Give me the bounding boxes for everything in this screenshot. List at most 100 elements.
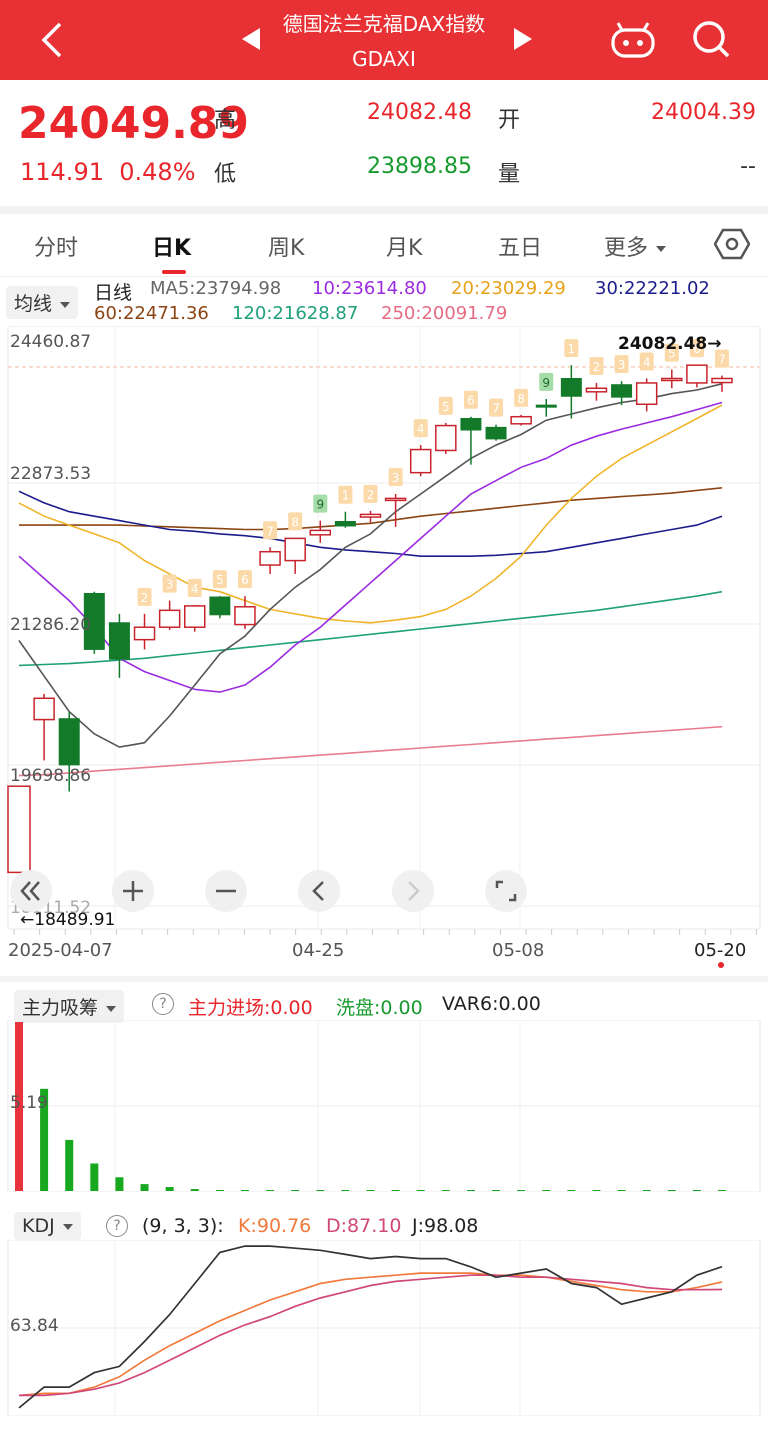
volume-label: 量 [498, 162, 521, 187]
candle-body-up [7, 785, 31, 874]
y-tick-label: 19698.86 [10, 766, 92, 786]
ma10-line [18, 401, 723, 693]
td-sequence-number: 7 [492, 402, 500, 416]
symbol-code: GDAXI [352, 47, 416, 71]
indicator1-bar [466, 1190, 475, 1191]
ma250-value: 250:20091.79 [381, 303, 508, 324]
candle-body-up [33, 697, 55, 721]
high-value: 24082.48 [367, 100, 472, 125]
td-sequence-badge [689, 339, 704, 358]
indicator1-bar [341, 1190, 350, 1191]
ma5-value: MA5:23794.98 [150, 278, 282, 299]
candle-body-down [108, 622, 130, 660]
indicator1-bar [366, 1190, 375, 1191]
tab-daily-k[interactable]: 日K [152, 236, 192, 261]
zoom-in-button[interactable] [112, 870, 154, 912]
td-sequence-number: 8 [291, 515, 299, 529]
last-price: 24049.89 [18, 98, 250, 149]
help-icon[interactable]: ? [106, 1215, 128, 1237]
back-arrow-icon[interactable] [36, 18, 76, 62]
help-icon[interactable]: ? [152, 993, 174, 1015]
candle-body-up [686, 364, 708, 384]
tab-more-label: 更多 [604, 236, 649, 261]
chevron-right-icon [408, 881, 420, 901]
header-bar: 德国法兰克福DAX指数 GDAXI [0, 0, 768, 80]
tab-weekly-k[interactable]: 周K [268, 236, 305, 261]
change-percent: 0.48% [119, 158, 196, 186]
td-sequence-badge [564, 339, 579, 358]
indicator1-bar [692, 1190, 701, 1191]
ma60-value: 60:22471.36 [94, 303, 209, 324]
td-sequence-badge [539, 372, 554, 391]
candle-body-down [485, 426, 507, 440]
indicator1-bar [65, 1139, 74, 1191]
ma60-line [19, 487, 723, 531]
td-sequence-number: 8 [517, 392, 525, 406]
indicator2-selector[interactable]: KDJ [14, 1212, 81, 1240]
scroll-to-start-button[interactable] [10, 870, 52, 912]
indicator1-bar [215, 1190, 224, 1191]
divider [0, 976, 768, 982]
next-instrument-icon[interactable] [510, 26, 534, 52]
candle-body-up [409, 448, 432, 474]
indicator1-value-a: 主力进场:0.00 [188, 997, 313, 1019]
td-sequence-number: 1 [342, 489, 350, 503]
candle-body-down [209, 596, 231, 616]
search-icon[interactable] [690, 18, 732, 60]
candle-body-up [711, 377, 733, 384]
candlestick-chart[interactable]: 2 3 4 5 6 7 8 9 1 2 3 4 5 6 7 8 9 1 2 3 4 5 6 7 [0, 326, 768, 936]
indicator1-bar [90, 1163, 99, 1191]
candle-body-down [560, 377, 582, 397]
candle-body-down [58, 718, 80, 766]
td-sequence-number: 5 [216, 573, 224, 587]
indicator1-bar [441, 1190, 450, 1191]
kdj-k-value: K:90.76 [238, 1215, 312, 1237]
candle-body-up [234, 606, 256, 626]
td-sequence-badge [664, 343, 679, 362]
indicator1-bar [40, 1088, 49, 1191]
pan-left-button[interactable] [298, 870, 340, 912]
tab-monthly-k[interactable]: 月K [386, 236, 423, 261]
td-sequence-badge [137, 587, 152, 606]
y-tick-label: 21286.20 [10, 615, 92, 635]
kdj-y-tick: 63.84 [10, 1316, 59, 1336]
indicator1-bar [642, 1190, 651, 1191]
td-sequence-badge [514, 388, 529, 407]
candle-body-down [535, 404, 557, 408]
open-label: 开 [498, 108, 521, 133]
indicator1-chart[interactable] [0, 1020, 768, 1192]
td-sequence-number: 4 [417, 422, 425, 436]
kdj-d-line [19, 1274, 723, 1397]
kdj-d-value: D:87.10 [326, 1215, 402, 1237]
td-sequence-badge [187, 579, 202, 598]
robot-assistant-icon[interactable] [610, 20, 656, 60]
candle-body-up [661, 377, 683, 382]
x-tick-label: 05-08 [492, 940, 545, 961]
fullscreen-button[interactable] [485, 870, 527, 912]
indicator1-bar [592, 1190, 601, 1191]
candle-body-up [585, 387, 608, 393]
td-sequence-number: 2 [367, 488, 375, 502]
kdj-chart[interactable] [0, 1240, 768, 1416]
price-change: 114.91 0.48% [20, 158, 196, 186]
ma-selector[interactable]: 均线 [6, 286, 79, 319]
chevron-down-icon [656, 246, 667, 252]
indicator1-selector[interactable]: 主力吸筹 [14, 990, 125, 1023]
prev-instrument-icon[interactable] [240, 26, 264, 52]
pan-right-button[interactable] [392, 870, 434, 912]
tab-more[interactable]: 更多 [604, 230, 667, 262]
td-sequence-badge [589, 356, 604, 375]
tab-five-day[interactable]: 五日 [498, 236, 543, 261]
ma20-line [18, 404, 723, 624]
settings-hexagon-icon[interactable] [714, 226, 750, 262]
current-date-dot [718, 962, 724, 968]
high-label: 高 [214, 108, 237, 133]
indicator1-bar [542, 1190, 551, 1191]
zoom-out-button[interactable] [205, 870, 247, 912]
td-sequence-number: 2 [141, 591, 149, 605]
kdj-j-line [18, 1245, 723, 1409]
tab-intraday[interactable]: 分时 [34, 236, 79, 261]
indicator1-bar [165, 1187, 174, 1191]
indicator1-bar [517, 1190, 526, 1191]
td-sequence-number: 7 [718, 353, 726, 367]
